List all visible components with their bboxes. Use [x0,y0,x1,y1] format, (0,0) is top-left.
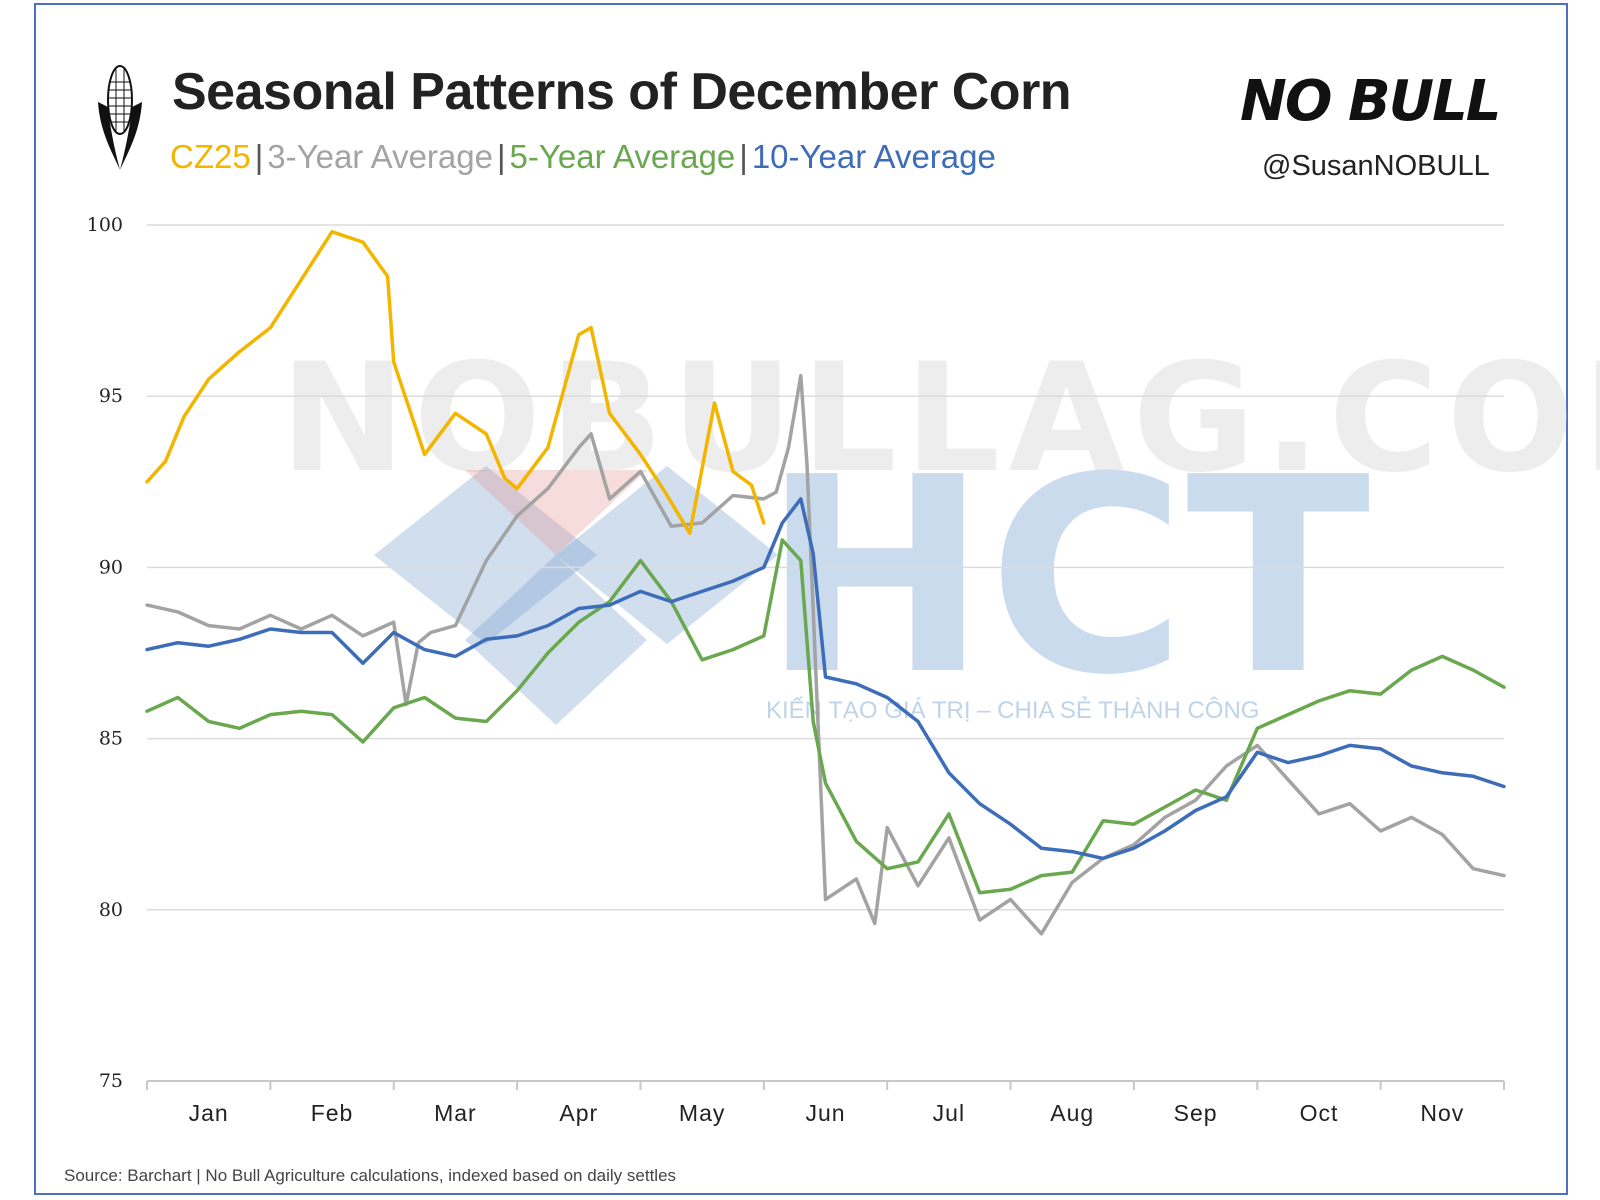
x-tick-label: May [679,1100,725,1126]
watermark-layer: NOBULLAG.COM HCT KIẾN TẠO GIÁ TRỊ – CHIA… [280,332,1600,734]
legend-5yr: 5-Year Average [509,138,736,175]
x-tick-label: Jan [189,1100,229,1126]
series-line-3-year-average [145,373,1506,936]
series-layer [145,230,1506,936]
legend-subtitle: CZ25 | 3-Year Average | 5-Year Average | 10-Ye… [170,138,996,176]
legend-10yr: 10-Year Average [751,138,996,175]
series-line-5-year-average [145,538,1506,895]
x-tick-label: Aug [1050,1100,1094,1126]
x-tick-label: Sep [1174,1100,1218,1126]
legend-3yr: 3-Year Average [267,138,493,175]
y-tick-label: 100 [87,214,123,236]
x-tick-label: Jun [805,1100,845,1126]
x-tick-label: Oct [1300,1100,1339,1126]
x-axis: Jan Feb Mar Apr May Jun Jul Aug Sep Oct Nov [146,1080,1505,1126]
x-tick-label: Feb [311,1100,354,1126]
watermark-diamond [465,470,647,555]
series-line-cz25 [145,230,766,535]
twitter-handle: @SusanNOBULL [1262,150,1490,182]
series-line-10-year-average [145,497,1506,861]
watermark-diamond [374,466,597,644]
watermark-brand: HCT [762,419,1372,734]
y-axis: 100 95 90 85 80 75 [87,214,123,1092]
legend-cz25: CZ25 [170,138,251,175]
y-tick-label: 85 [99,728,123,750]
chart-frame [34,3,1568,1195]
legend-separator: | [739,138,748,175]
y-tick-label: 90 [99,556,123,578]
y-tick-label: 80 [99,899,123,921]
source-note: Source: Barchart | No Bull Agriculture c… [64,1166,677,1185]
gridlines [147,224,1504,911]
x-tick-label: Apr [559,1100,598,1126]
y-tick-label: 75 [99,1070,123,1092]
y-tick-label: 95 [99,385,123,407]
watermark-text: NOBULLAG.COM [280,332,1600,506]
no-bull-logo: NO BULL [1240,69,1502,134]
x-tick-label: Nov [1420,1100,1464,1126]
legend-separator: | [254,138,264,175]
logo-text: NO BULL [1240,69,1500,134]
watermark-tagline: KIẾN TẠO GIÁ TRỊ – CHIA SẺ THÀNH CÔNG [766,695,1259,724]
legend-separator: | [496,138,506,175]
x-tick-label: Mar [434,1100,477,1126]
watermark-diamond [465,555,647,725]
corn-icon [98,65,142,170]
chart-title: Seasonal Patterns of December Corn [172,63,1072,121]
x-tick-label: Jul [933,1100,965,1126]
